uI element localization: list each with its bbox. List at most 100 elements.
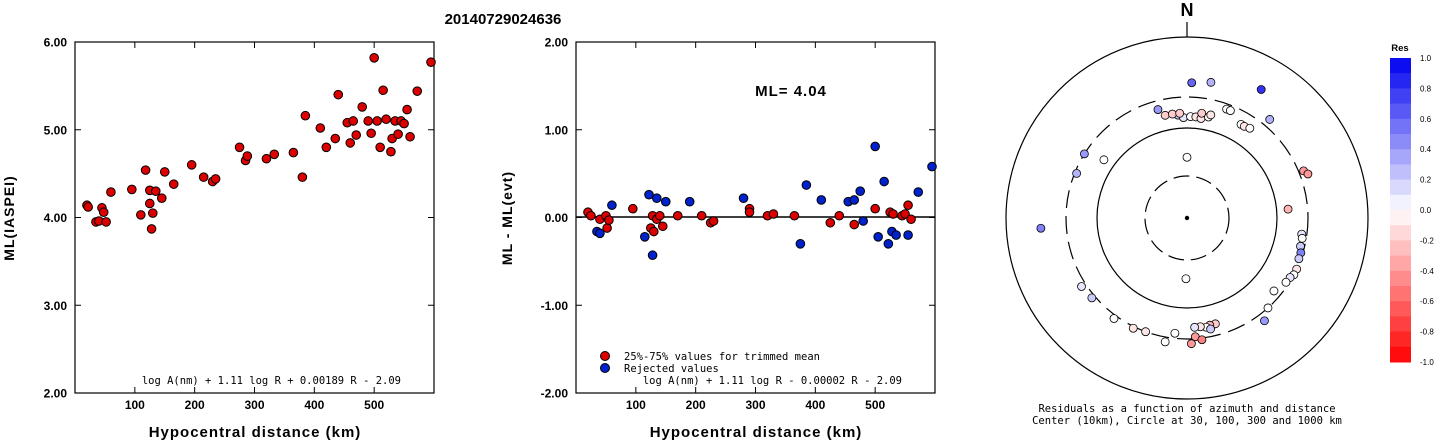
station-marker: [1109, 314, 1119, 323]
magnitude-point: [144, 198, 155, 209]
rejected-point: [801, 180, 812, 190]
magnitude-point: [140, 165, 151, 175]
colorbar-cell: [1390, 118, 1411, 135]
magnitude-point: [345, 138, 356, 148]
station-marker: [1197, 108, 1207, 118]
station-marker: [1175, 108, 1185, 118]
magnitude-point: [375, 142, 385, 153]
station-marker: [1303, 169, 1313, 179]
colorbar-tick-label: 0.2: [1420, 176, 1432, 185]
station-marker: [1265, 115, 1275, 124]
station-marker: [1263, 303, 1273, 313]
magnitude-point: [372, 116, 382, 126]
panel2-x-tick-label: 200: [686, 398, 706, 412]
magnitude-point: [146, 224, 157, 234]
colorbar-cell: [1390, 331, 1411, 348]
colorbar-cell: [1390, 164, 1411, 181]
residual-colorbar: Res 1.0 0.8 0.6 0.4 0.2 0.0 -0.2 -0.4 -0.6 -0.8 -1…: [1390, 43, 1434, 367]
colorbar-cell: [1390, 240, 1411, 257]
colorbar-cell: [1390, 346, 1411, 363]
station-marker: [1226, 106, 1235, 115]
magnitude-point: [412, 86, 423, 96]
magnitude-point: [369, 52, 379, 63]
colorbar-cell: [1390, 58, 1411, 74]
rejected-point: [870, 141, 880, 152]
station-marker: [1297, 233, 1307, 243]
station-marker: [1283, 204, 1293, 214]
magnitude-point: [366, 128, 376, 139]
magnitude-point: [321, 142, 332, 153]
magnitude-point: [150, 186, 161, 196]
magnitude-point: [242, 151, 253, 161]
magnitude-point: [136, 210, 146, 220]
station-marker: [1153, 105, 1163, 114]
station-marker: [1206, 77, 1216, 87]
station-marker: [1077, 282, 1086, 291]
azimuth-caption-line2: Center (10km), Circle at 30, 100, 300 an…: [1032, 415, 1342, 427]
colorbar-cell: [1390, 88, 1411, 105]
colorbar-cell: [1390, 301, 1411, 317]
magnitude-point: [198, 172, 209, 182]
colorbar-tick-label: -0.8: [1420, 328, 1434, 337]
trimmed-mean-point: [672, 210, 683, 221]
station-marker: [1087, 293, 1097, 303]
colorbar-tick-label: -0.6: [1420, 297, 1434, 306]
trimmed-mean-point: [586, 210, 596, 221]
rejected-point: [738, 193, 749, 203]
colorbar-cell: [1390, 225, 1411, 241]
trimmed-mean-point: [604, 215, 614, 225]
trimmed-mean-point: [906, 214, 916, 225]
trimmed-mean-point: [900, 209, 910, 219]
colorbar-tick-label: 0.6: [1420, 115, 1432, 124]
colorbar-cell: [1390, 103, 1411, 120]
station-marker: [1256, 85, 1266, 94]
station-marker: [1072, 169, 1082, 178]
rejected-point: [858, 216, 869, 226]
trimmed-mean-point: [903, 200, 913, 211]
trimmed-mean-point: [648, 226, 659, 237]
rejected-point: [883, 239, 894, 249]
rejected-point: [647, 250, 658, 261]
legend-blue-label: Rejected values: [624, 363, 719, 375]
colorbar-cell: [1390, 149, 1411, 165]
station-marker: [1206, 324, 1215, 334]
magnitude-point: [156, 193, 167, 203]
rejected-point: [816, 195, 827, 205]
residual-scatter-panel: 100 200 300 400 500 -2.00 -1.00 0.00 1.00 2.00 ML…: [499, 36, 937, 441]
magnitude-point: [378, 85, 388, 96]
trimmed-mean-point: [628, 203, 638, 214]
station-marker: [1170, 328, 1180, 338]
magnitude-point: [357, 102, 368, 112]
magnitude-point: [186, 160, 197, 170]
colorbar-cell: [1390, 194, 1411, 211]
colorbar-cell: [1390, 270, 1411, 287]
panel1-x-tick-label: 200: [185, 398, 205, 412]
station-marker: [1181, 274, 1191, 284]
magnitude-point: [393, 129, 403, 139]
panel2-y-tick-label: 2.00: [545, 36, 569, 50]
legend-red-label: 25%-75% values for trimmed mean: [624, 351, 820, 363]
azimuth-caption-line1: Residuals as a function of azimuth and d…: [1038, 403, 1335, 415]
magnitude-point: [269, 149, 280, 160]
panel2-y-tick-label: 0.00: [545, 211, 569, 225]
colorbar-tick-label: -1.0: [1420, 358, 1434, 367]
colorbar-cell: [1390, 210, 1411, 226]
ring-30km: [1144, 175, 1230, 261]
rejected-point: [651, 193, 662, 203]
panel2-x-axis-label: Hypocentral distance (km): [650, 424, 863, 441]
colorbar-cell: [1390, 316, 1411, 333]
magnitude-point: [426, 57, 436, 67]
station-marker: [1036, 223, 1046, 233]
magnitude-point: [101, 217, 111, 227]
trimmed-mean-point: [870, 203, 880, 214]
panel2-x-tick-label: 300: [745, 398, 765, 412]
rejected-point: [684, 196, 695, 207]
colorbar-title: Res: [1391, 43, 1408, 54]
magnitude-point: [300, 110, 311, 121]
rejected-point: [595, 228, 605, 239]
trimmed-mean-point: [696, 210, 707, 221]
rejected-point: [879, 176, 889, 187]
trimmed-mean-point: [657, 221, 668, 232]
magnitude-point: [297, 172, 308, 182]
station-marker: [1260, 316, 1269, 326]
